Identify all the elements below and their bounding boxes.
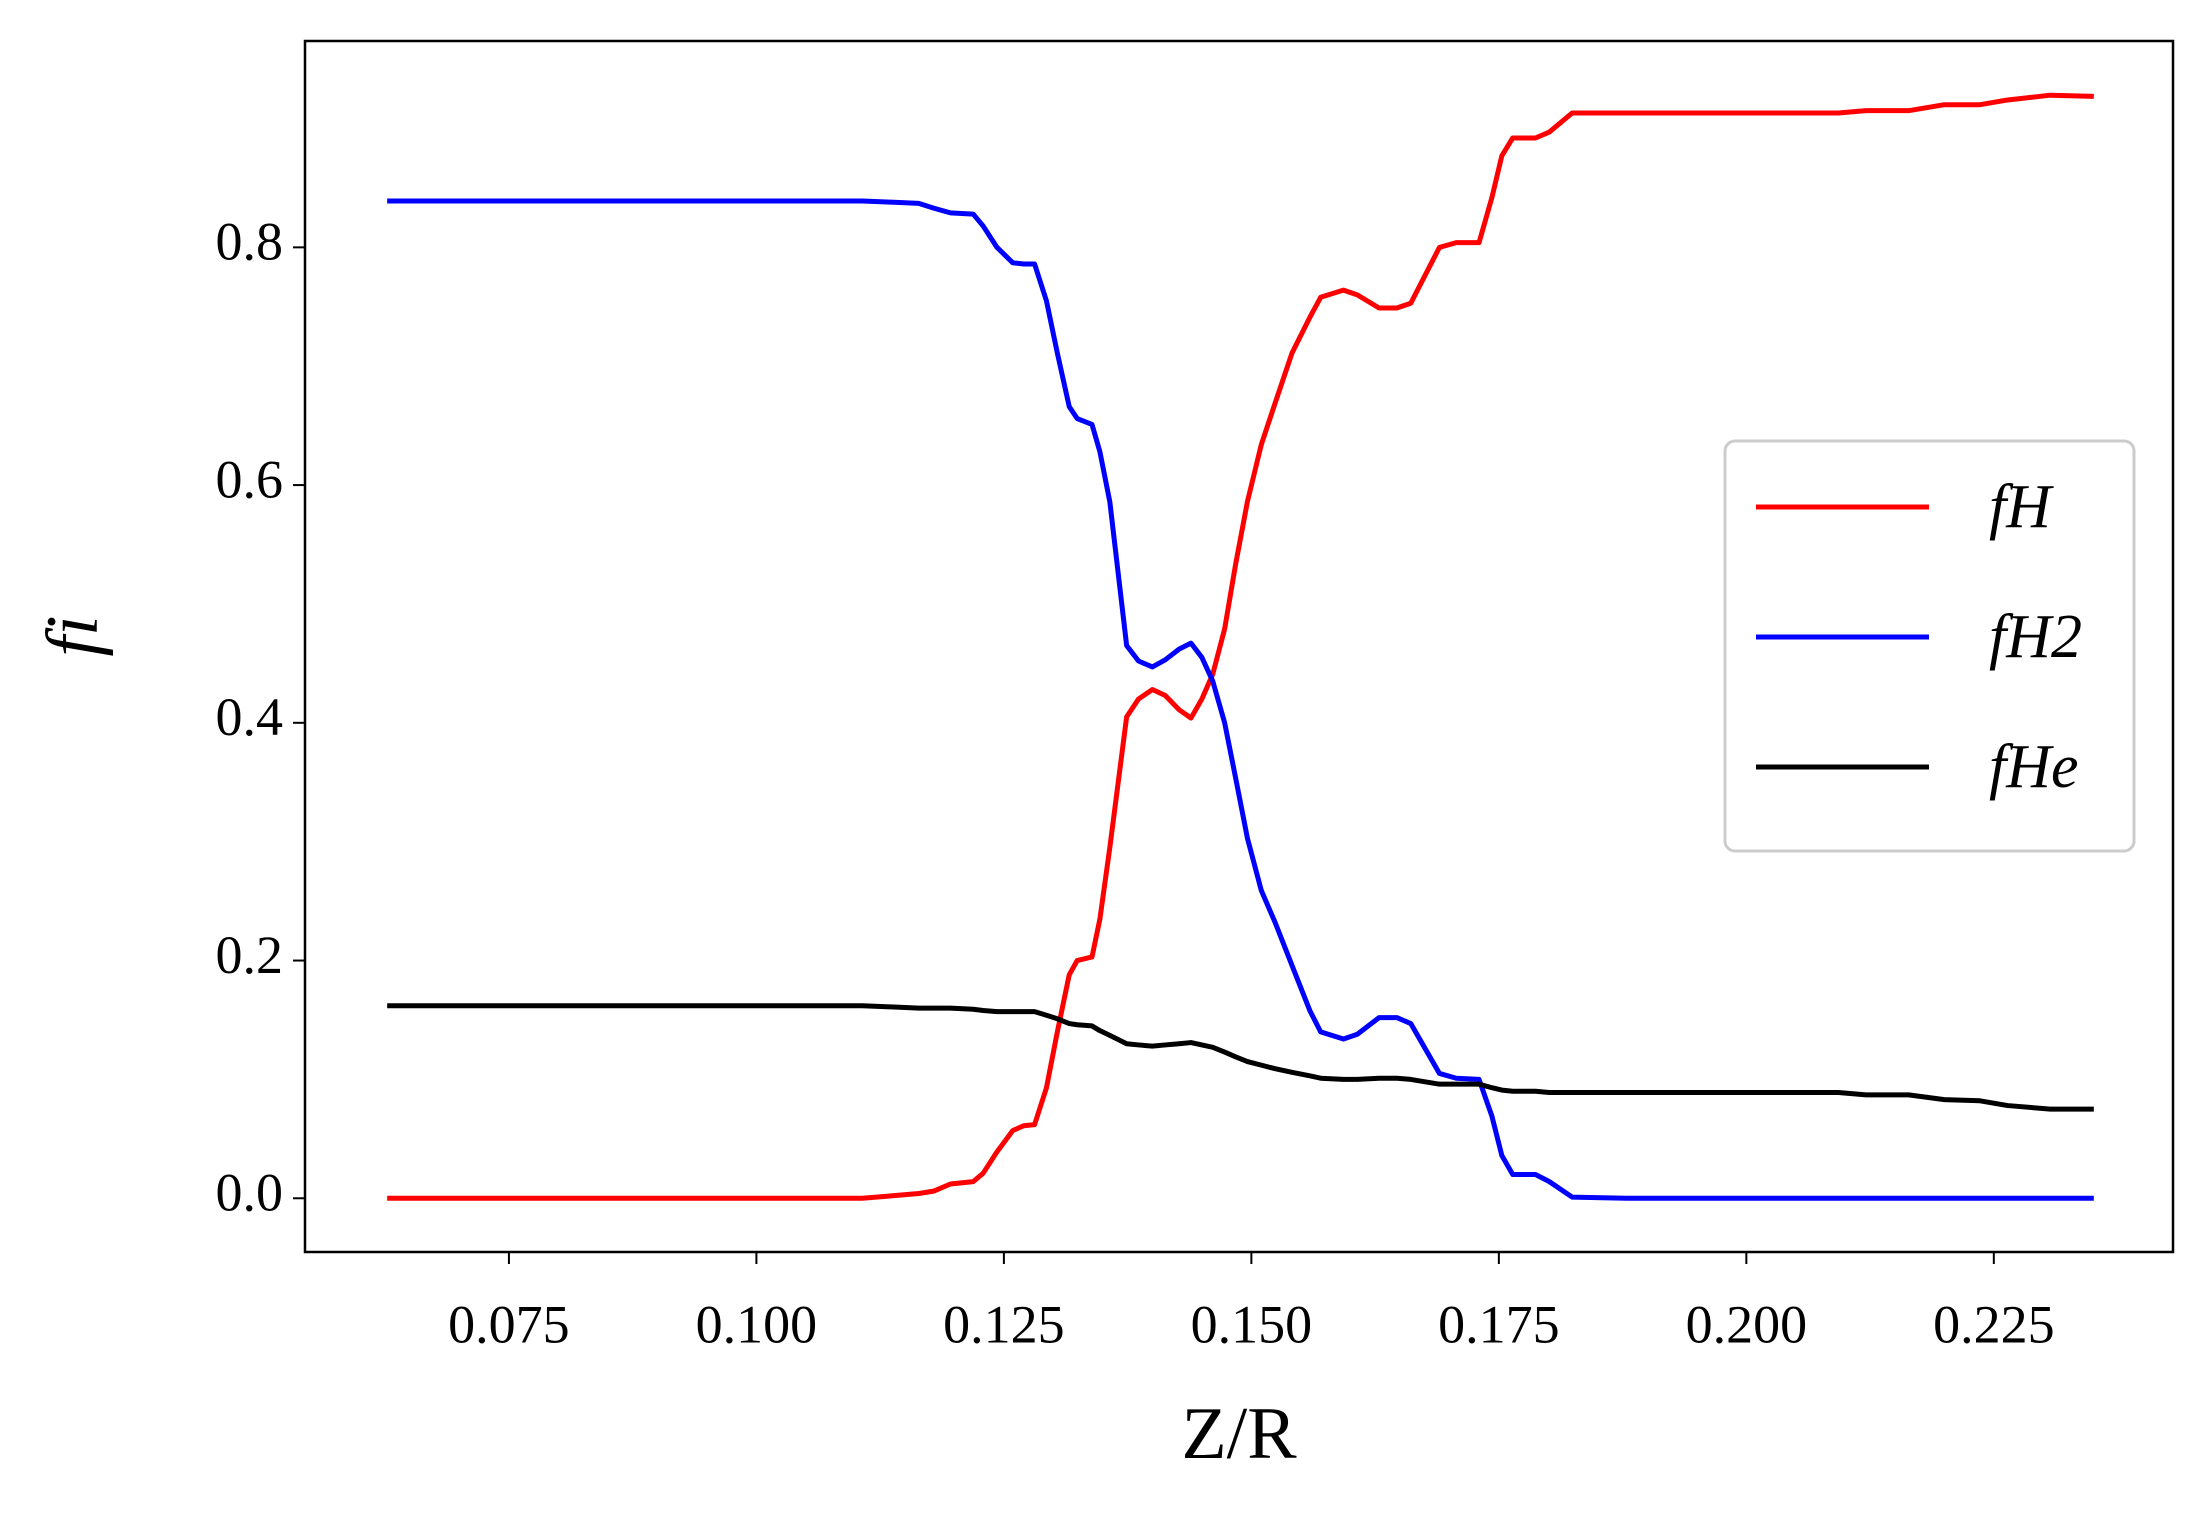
- y-axis-label: fi: [32, 615, 114, 656]
- x-tick-label: 0.175: [1438, 1294, 1560, 1354]
- y-tick-label: 0.6: [216, 449, 284, 509]
- x-tick-label: 0.125: [943, 1294, 1065, 1354]
- y-tick-label: 0.8: [216, 212, 284, 272]
- x-tick-label: 0.100: [696, 1294, 818, 1354]
- legend-label: fHe: [1989, 733, 2079, 801]
- x-tick-label: 0.075: [448, 1294, 570, 1354]
- x-axis-label: Z/R: [1181, 1393, 1297, 1475]
- x-tick-label: 0.200: [1686, 1294, 1808, 1354]
- x-tick-label: 0.150: [1191, 1294, 1313, 1354]
- series-line: [387, 92, 2094, 1201]
- y-tick-label: 0.0: [216, 1163, 284, 1223]
- plot-frame: [303, 39, 2175, 1254]
- legend-box: [1723, 439, 2136, 853]
- legend-label: fH: [1989, 473, 2054, 541]
- legend-label: fH2: [1989, 603, 2082, 671]
- x-tick-label: 0.225: [1933, 1294, 2055, 1354]
- y-tick-label: 0.2: [216, 925, 284, 985]
- y-tick-label: 0.4: [216, 687, 284, 747]
- series-line: [387, 1003, 2094, 1112]
- series-line: [387, 198, 2094, 1201]
